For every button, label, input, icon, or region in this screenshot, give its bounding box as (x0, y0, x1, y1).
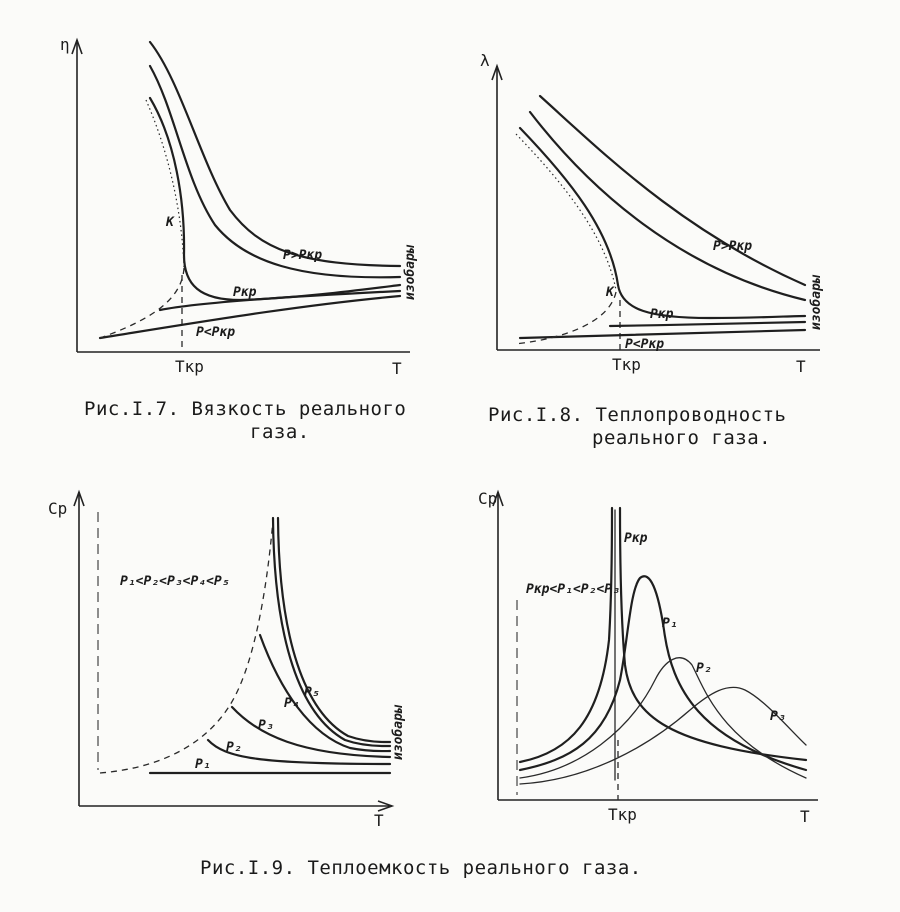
fig8-y-arrow (491, 63, 503, 81)
fig8-y-label: λ (480, 51, 490, 70)
figure-heat-capacity-right: Cp T Tкр Pкр<P₁<P₂<P₃ Pкр P₁ P₂ P₃ (478, 489, 818, 826)
fig9b-y-arrow (492, 489, 504, 507)
fig9b-curve-critical-right (618, 506, 808, 762)
fig8-label-isobars: изобары (809, 274, 824, 330)
fig7-label-k: K (165, 215, 175, 230)
fig7-y-arrow (71, 37, 83, 55)
fig7-saturation-dashed (99, 267, 185, 339)
fig8-caption-line1: Рис.I.8. Теплопроводность (488, 404, 787, 426)
fig9b-label-p2: P₂ (696, 661, 712, 676)
figure-viscosity: η T Tкр K P>Pкр Pкр P<Pкр изобары (60, 35, 418, 378)
fig7-caption-line2: газа. (250, 421, 310, 443)
fig8-saturation-dashed (514, 291, 617, 345)
fig7-label-isobars: изобары (403, 244, 418, 300)
fig9a-label-p1: P₁ (195, 757, 211, 772)
fig8-curve-critical (518, 126, 807, 320)
fig8-label-low: P<Pкр (625, 337, 664, 352)
fig9a-y-label: Cp (48, 499, 67, 518)
fig9a-curve-p2 (206, 738, 392, 766)
fig9a-label-p3: P₃ (258, 718, 274, 733)
fig8-curve-low-pressure (608, 320, 807, 328)
figure-heat-capacity-left: Cp T P₁<P₂<P₃<P₄<P₅ P₁ P₂ P₃ P₄ P₅ изоба… (48, 489, 406, 830)
fig9a-label-isobars: изобары (391, 704, 406, 760)
fig7-curve-critical (148, 96, 402, 302)
fig9b-y-label: Cp (478, 489, 497, 508)
fig9b-x-label: T (800, 807, 810, 826)
fig7-curve-high-pressure-1 (148, 40, 402, 268)
fig9a-x-label: T (374, 811, 384, 830)
fig9b-curve-p1 (518, 575, 808, 772)
fig9a-curve-p4 (258, 633, 392, 753)
fig9a-curve-p5-right (276, 516, 392, 744)
fig9a-x-arrow (377, 800, 395, 812)
fig7-tkr-tick: Tкр (175, 357, 204, 376)
fig7-label-crit: Pкр (233, 285, 257, 300)
fig8-saturation-dotted (515, 133, 617, 291)
fig7-label-low: P<Pкр (196, 325, 235, 340)
fig9a-curve-p3 (230, 705, 392, 759)
fig9a-label-p2: P₂ (226, 740, 242, 755)
fig7-curve-low-pressure (158, 289, 402, 312)
fig7-curve-low-pressure-2 (98, 294, 402, 340)
fig9a-envelope-dashed (99, 519, 274, 774)
fig9a-label-p4: P₄ (284, 696, 300, 711)
fig7-curve-high-pressure-2 (148, 64, 402, 279)
fig9a-y-arrow (73, 489, 85, 507)
fig9a-label-p5: P₅ (304, 685, 320, 700)
fig7-label-high: P>Pкр (283, 248, 322, 263)
fig9a-curve-p5-left (271, 516, 392, 748)
fig8-label-high: P>Pкр (713, 239, 752, 254)
fig9b-curve-critical-left (518, 506, 614, 764)
fig9a-relation: P₁<P₂<P₃<P₄<P₅ (120, 574, 230, 589)
fig8-caption-line2: реального газа. (592, 427, 772, 449)
fig8-curve-high-pressure-2 (528, 110, 807, 302)
figure-conductivity: λ T Tкр K P>Pкр Pкр P<Pкр изобары (480, 51, 824, 376)
fig9b-label-crit: Pкр (624, 531, 648, 546)
fig8-curve-low-pressure-2 (518, 328, 807, 340)
fig8-label-crit: Pкр (650, 307, 674, 322)
fig9b-tkr-tick: Tкр (608, 805, 637, 824)
fig7-y-label: η (60, 35, 70, 54)
fig9b-relation: Pкр<P₁<P₂<P₃ (526, 582, 620, 597)
fig9b-label-p3: P₃ (770, 709, 786, 724)
fig7-caption-line1: Рис.I.7. Вязкость реального (84, 398, 407, 420)
fig9b-label-p1: P₁ (662, 616, 678, 631)
fig8-tkr-tick: Tкр (612, 355, 641, 374)
fig7-x-label: T (392, 359, 402, 378)
fig8-x-label: T (796, 357, 806, 376)
fig8-curve-high-pressure-1 (538, 94, 807, 287)
fig9b-curve-p2 (519, 657, 807, 779)
fig9-caption: Рис.I.9. Теплоемкость реального газа. (200, 857, 642, 879)
fig9b-curve-p3 (519, 686, 807, 785)
fig8-label-k: K (605, 285, 615, 300)
